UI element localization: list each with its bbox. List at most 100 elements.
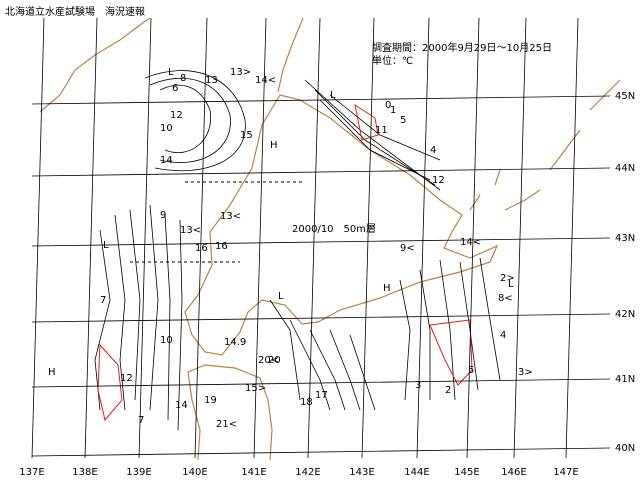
grid-line (31, 95, 611, 105)
contour-label: 5 (468, 365, 474, 376)
contour-label: 2 (445, 385, 451, 396)
grid-line (307, 17, 321, 459)
contour-label: L (168, 67, 174, 78)
contour-label: 3> (518, 367, 533, 378)
longitude-label: 144E (404, 467, 429, 478)
contour-label: 14.9 (224, 337, 246, 348)
contour-label: 13< (180, 225, 201, 236)
contour-label: 0 (385, 100, 391, 111)
contour-label: 6 (172, 83, 178, 94)
contour-label: 16 (195, 243, 208, 254)
contour-label: 11 (375, 125, 388, 136)
longitude-label: 139E (126, 467, 151, 478)
coast-sakhalin (277, 17, 304, 93)
contour-label: 13< (220, 211, 241, 222)
contour-label: 14 (175, 400, 188, 411)
longitude-label: 141E (241, 467, 266, 478)
contour-label: 12 (170, 110, 183, 121)
contour-label: 14< (255, 75, 276, 86)
contour-label: 5 (400, 115, 406, 126)
isotherm (144, 70, 246, 172)
grid-line (31, 17, 45, 459)
grid-line (31, 378, 611, 388)
contour-label: 4 (500, 330, 506, 341)
contour-label: 20< (258, 355, 279, 366)
isotherm-red (429, 319, 473, 386)
contour-label: 1 (390, 105, 396, 116)
contour-label: H (48, 367, 56, 378)
title: 北海道立水産試験場 海況速報 (5, 5, 145, 18)
grid-line (31, 237, 611, 247)
contour-label: 7 (138, 415, 144, 426)
contour-label: 18 (300, 397, 313, 408)
latitude-label: 45N (615, 91, 635, 102)
longitude-label: 138E (72, 467, 97, 478)
contour-label: 8 (180, 73, 186, 84)
contour-label: 15 (240, 130, 253, 141)
grid-line (466, 17, 480, 459)
latitude-label: 44N (615, 163, 635, 174)
contour-label: 13 (205, 75, 218, 86)
contour-label: 2> (500, 273, 515, 284)
latitude-label: 43N (615, 233, 635, 244)
contour-label: 14 (160, 155, 173, 166)
period: 調査期間：2000年9月29日～10月25日 (372, 41, 552, 54)
longitude-label: 147E (553, 467, 578, 478)
coast-russia (39, 17, 151, 113)
grid-line (31, 167, 611, 177)
grid-line (31, 313, 611, 323)
longitude-label: 140E (182, 467, 207, 478)
contour-label: 15> (245, 383, 266, 394)
isotherms (94, 70, 501, 431)
coast-hokkaido (184, 94, 499, 356)
unit: 単位：℃ (372, 54, 413, 67)
isotherm (269, 299, 376, 411)
contour-label: L (508, 279, 514, 290)
grid-line (138, 17, 152, 459)
grid-line (253, 17, 267, 459)
coast-islands (469, 169, 501, 211)
contour-label: 19 (204, 395, 217, 406)
isotherm-red (97, 343, 123, 422)
contour-label: 9< (400, 243, 415, 254)
contour-label: 13> (230, 67, 251, 78)
latitude-label: 40N (615, 443, 635, 454)
longitude-label: 137E (19, 467, 44, 478)
contour-label: 12 (432, 175, 445, 186)
contour-label: 12 (120, 373, 133, 384)
contour-label: 14< (460, 237, 481, 248)
grid-line (84, 17, 98, 459)
grid-line (513, 17, 527, 459)
isotherm (159, 84, 212, 153)
longitude-label: 145E (454, 467, 479, 478)
grid-line (416, 17, 430, 459)
contour-label: 9 (160, 210, 166, 221)
grid-line (31, 447, 611, 457)
contour-label: 17 (315, 390, 328, 401)
longitude-label: 142E (295, 467, 320, 478)
contour-label: L (330, 90, 336, 101)
grid-line (361, 17, 375, 459)
contour-label: H (383, 283, 391, 294)
isotherm-red (354, 103, 379, 141)
contour-label: H (270, 140, 278, 151)
contour-label: 16 (215, 241, 228, 252)
contour-label: 7 (100, 295, 106, 306)
contour-label: L (103, 240, 109, 251)
contour-label: 8< (498, 293, 513, 304)
contour-label: 10 (160, 335, 173, 346)
contour-label: 4 (430, 145, 436, 156)
contour-label: L (278, 291, 284, 302)
grid-line (565, 17, 579, 459)
isotherm (149, 77, 231, 163)
longitude-label: 143E (349, 467, 374, 478)
red-isotherms (97, 103, 473, 422)
isotherm (94, 204, 183, 431)
contour-label: 10 (160, 123, 173, 134)
layer-label: 2000/10 50m層 (292, 223, 376, 235)
contour-label: 21< (216, 419, 237, 430)
contour-label: 20 (268, 355, 281, 366)
latitude-label: 42N (615, 309, 635, 320)
